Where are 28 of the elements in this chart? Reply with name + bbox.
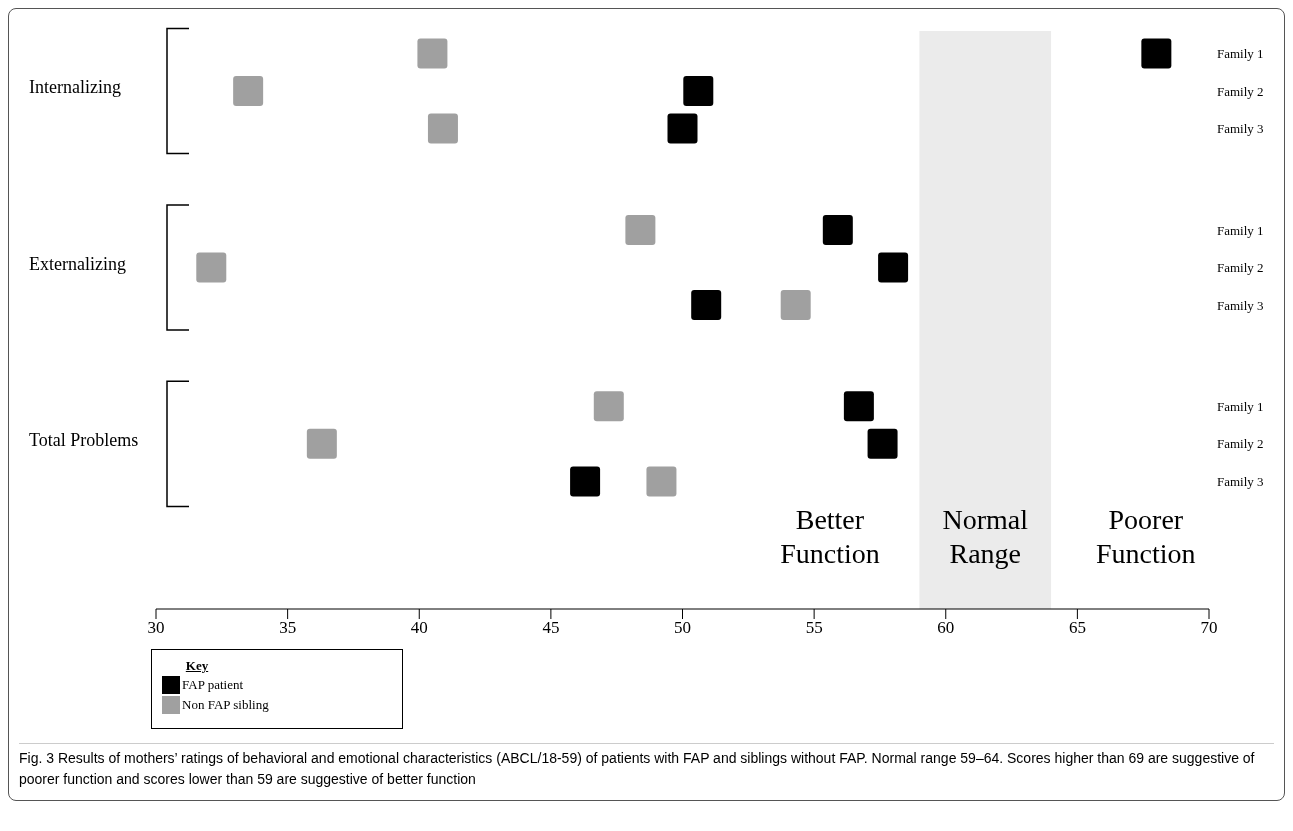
y-tick-label: Family 2	[1217, 260, 1264, 276]
y-tick-label: Family 2	[1217, 436, 1264, 452]
legend-label: Non FAP sibling	[182, 697, 269, 713]
annotation: Better Function	[780, 504, 880, 569]
text: Total Problems	[29, 429, 139, 450]
x-tick-label: 50	[674, 618, 691, 638]
text: Externalizing	[29, 253, 126, 274]
x-tick-label: 70	[1200, 618, 1218, 638]
x-tick-label: 40	[410, 618, 428, 638]
y-tick-label: Family 2	[1217, 83, 1264, 99]
x-tick-label: 30	[147, 618, 165, 638]
x-tick-label: 35	[279, 618, 297, 638]
legend-title: Key	[184, 658, 210, 674]
x-tick-label: 55	[805, 618, 823, 638]
x-tick-label: 60	[937, 618, 955, 638]
x-tick-label: 65	[1068, 618, 1086, 638]
y-tick-label: Family 3	[1217, 474, 1264, 489]
y-tick-label: Family 1	[1217, 222, 1264, 238]
y-tick-label: Family 1	[1217, 46, 1264, 62]
legend-label: FAP patient	[182, 677, 244, 693]
y-tick-label: Family 3	[1217, 297, 1264, 313]
annotation: Poorer Function	[1096, 504, 1196, 569]
band-label: Normal Range	[942, 504, 1029, 569]
text: Internalizing	[29, 77, 121, 98]
x-tick-label: 45	[542, 618, 560, 638]
caption: Fig. 3 Results of mothers’ ratings of behavioral and emotional characteristics (ABCL/18-59) of patients with FAP and siblings without FAP. Normal range 59–64. Scores higher than 69 are suggestive of poorer function and scores lower than 59 are suggestive of better function	[19, 743, 1274, 790]
y-tick-label: Family 3	[1217, 121, 1264, 137]
y-tick-label: Family 1	[1217, 398, 1264, 414]
